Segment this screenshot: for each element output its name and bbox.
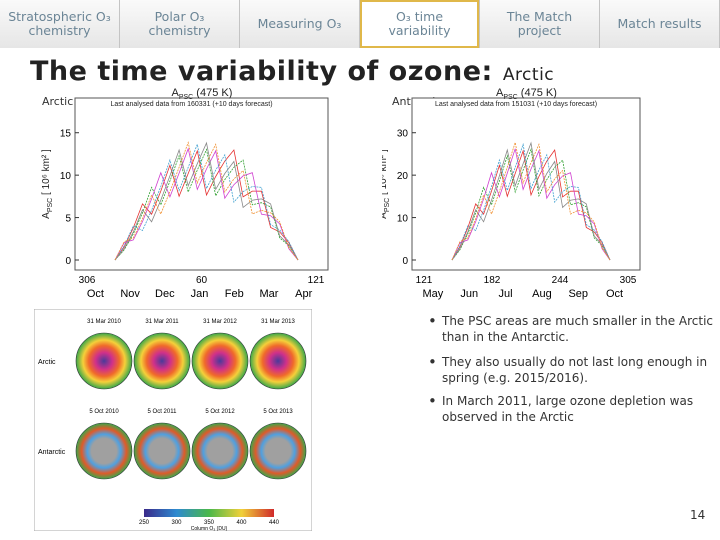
- y-axis-label: APSC [ 10⁶ km² ]: [41, 149, 54, 219]
- slide-title: The time variability of ozone: Arctic: [30, 56, 554, 87]
- chart-title-part: PSC: [179, 94, 193, 101]
- nav-bar: Stratospheric O₃ chemistry Polar O₃ chemi…: [0, 0, 720, 48]
- x-tick-label: 121: [416, 275, 433, 286]
- x-tick-label: 305: [620, 275, 637, 286]
- ozone-map: [191, 332, 249, 390]
- chart-subtitle: Last analysed data from 151031 (+10 days…: [435, 101, 597, 108]
- map-date: 5 Oct 2011: [148, 409, 178, 415]
- x-tick-label: 306: [79, 275, 96, 286]
- chart-subtitle: Last analysed data from 160331 (+10 days…: [110, 101, 272, 108]
- title-sub: Arctic: [502, 65, 555, 85]
- month-label: Jun: [460, 288, 478, 300]
- y-axis-label: APSC [ 10⁶ km² ]: [382, 149, 391, 219]
- ozone-map: [75, 422, 133, 480]
- antarctic-chart: APSC (475 K)Last analysed data from 1510…: [382, 88, 641, 300]
- y-label-part: [ 10⁶ km² ]: [382, 149, 389, 198]
- x-tick-label: 60: [196, 275, 208, 286]
- ozone-map: [249, 332, 307, 390]
- ozone-map: [75, 332, 133, 390]
- month-label: Sep: [568, 288, 588, 300]
- chart-title: APSC (475 K): [496, 88, 557, 101]
- month-label: Jul: [499, 288, 513, 300]
- decorative-curve: [451, 142, 611, 261]
- map-row-label: Antarctic: [38, 449, 66, 456]
- chart-title-part: PSC: [503, 94, 517, 101]
- month-label: Dec: [155, 288, 175, 300]
- chart-title-part: A: [172, 88, 180, 99]
- chart-title-part: (475 K): [193, 88, 232, 99]
- ozone-map: [133, 422, 191, 480]
- bullet-item: In March 2011, large ozone depletion was…: [428, 392, 720, 425]
- bullet-item: They also usually do not last long enoug…: [428, 353, 720, 386]
- arctic-chart: APSC (475 K)Last analysed data from 1603…: [41, 88, 329, 300]
- y-label-part: PSC: [384, 198, 391, 212]
- ozone-map: [249, 422, 307, 480]
- chart-title-part: A: [496, 88, 504, 99]
- map-date: 31 Mar 2010: [87, 319, 121, 325]
- arctic-label: Arctic: [42, 95, 74, 108]
- y-tick-label: 20: [397, 171, 409, 182]
- x-tick-label: 244: [552, 275, 569, 286]
- decorative-curve: [114, 141, 299, 261]
- map-date: 31 Mar 2011: [145, 319, 179, 325]
- map-date: 31 Mar 2013: [261, 319, 295, 325]
- map-date: 31 Mar 2012: [203, 319, 237, 325]
- map-date: 5 Oct 2010: [89, 409, 119, 415]
- y-tick-label: 10: [397, 214, 409, 225]
- y-label-part: A: [41, 212, 52, 219]
- nav-tab[interactable]: Polar O₃ chemistry: [120, 0, 240, 48]
- ozone-map: [191, 422, 249, 480]
- month-label: Oct: [87, 288, 104, 300]
- nav-tab[interactable]: O₃ time variability: [360, 0, 480, 48]
- y-label-part: PSC: [47, 198, 54, 212]
- chart-title: APSC (475 K): [172, 88, 233, 101]
- y-tick-label: 0: [65, 256, 71, 267]
- decorative-curve: [114, 141, 299, 261]
- colorbar-tick: 250: [139, 520, 150, 526]
- map-date: 5 Oct 2012: [205, 409, 235, 415]
- colorbar: [144, 509, 274, 517]
- y-tick-label: 10: [60, 171, 72, 182]
- month-label: Aug: [532, 288, 552, 300]
- y-tick-label: 5: [65, 214, 71, 225]
- month-label: Feb: [225, 288, 244, 300]
- ozone-maps: 31 Mar 2010 31 Mar 2011 31 Mar 2012 31 Mar …: [34, 309, 312, 531]
- nav-tab[interactable]: The Match project: [480, 0, 600, 48]
- colorbar-tick: 350: [204, 520, 215, 526]
- decorative-curve: [114, 148, 299, 261]
- plot-area: [411, 97, 641, 271]
- y-tick-label: 30: [397, 129, 409, 140]
- decorative-curve: [451, 141, 611, 261]
- x-tick-label: 121: [308, 275, 325, 286]
- chart-title-part: (475 K): [518, 88, 557, 99]
- colorbar-tick: 400: [236, 520, 247, 526]
- decorative-curve: [451, 142, 611, 261]
- y-tick-label: 15: [60, 129, 72, 140]
- y-label-part: [ 10⁶ km² ]: [41, 149, 52, 198]
- month-label: May: [423, 288, 444, 300]
- map-row-label: Arctic: [38, 359, 56, 366]
- month-label: Oct: [606, 288, 623, 300]
- title-main: The time variability of ozone:: [30, 56, 493, 87]
- bullet-item: The PSC areas are much smaller in the Ar…: [428, 312, 720, 345]
- nav-tab[interactable]: Match results: [600, 0, 720, 48]
- ozone-map: [133, 332, 191, 390]
- nav-tab[interactable]: Measuring O₃: [240, 0, 360, 48]
- month-label: Jan: [191, 288, 209, 300]
- y-tick-label: 0: [402, 256, 408, 267]
- month-label: Apr: [295, 288, 312, 300]
- month-label: Nov: [120, 288, 140, 300]
- x-tick-label: 182: [484, 275, 501, 286]
- y-label-part: A: [382, 212, 389, 219]
- month-label: Mar: [260, 288, 279, 300]
- colorbar-label: Column O₃ (DU): [191, 526, 228, 531]
- page-number: 14: [690, 508, 706, 522]
- colorbar-tick: 440: [269, 520, 280, 526]
- decorative-curve: [451, 147, 611, 261]
- map-date: 5 Oct 2013: [263, 409, 293, 415]
- nav-tab[interactable]: Stratospheric O₃ chemistry: [0, 0, 120, 48]
- colorbar-tick: 300: [171, 520, 182, 526]
